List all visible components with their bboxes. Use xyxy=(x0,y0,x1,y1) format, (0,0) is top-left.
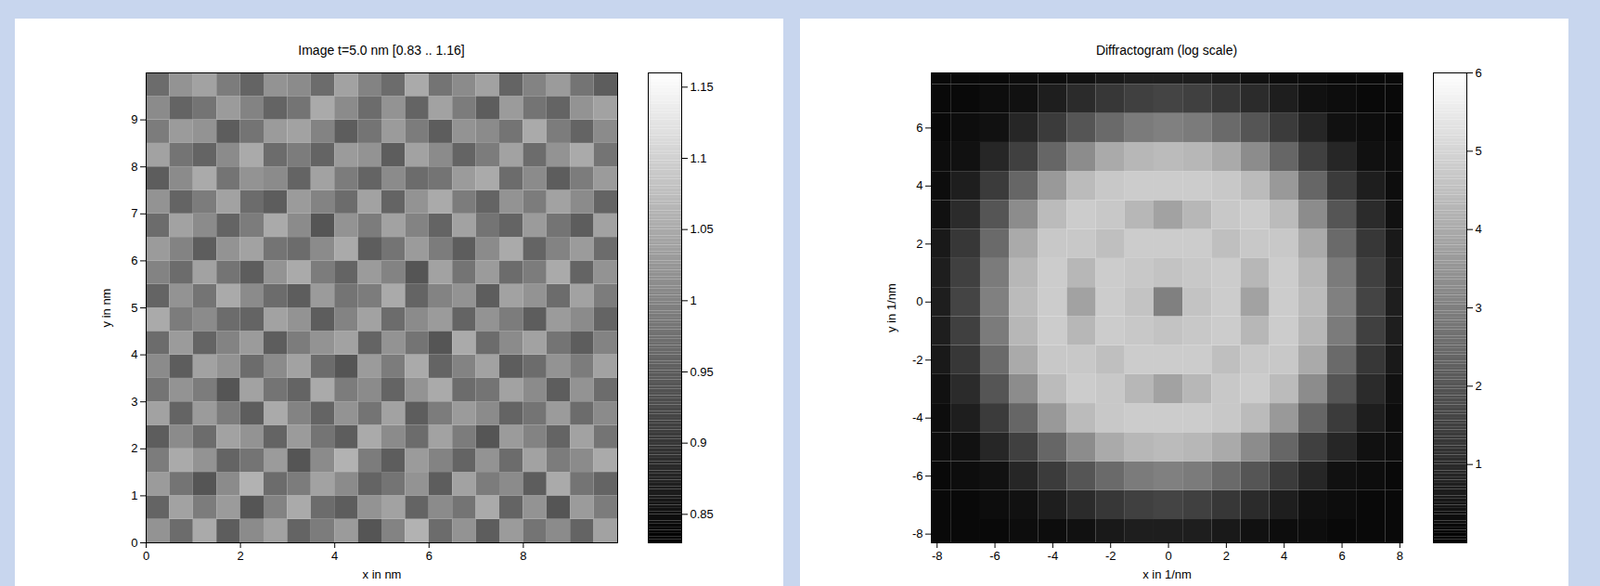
svg-text:1: 1 xyxy=(690,293,697,308)
svg-text:2: 2 xyxy=(130,440,138,455)
svg-text:8: 8 xyxy=(130,159,138,174)
svg-text:1: 1 xyxy=(1475,456,1483,471)
svg-text:-8: -8 xyxy=(931,548,943,563)
svg-text:y in 1/nm: y in 1/nm xyxy=(884,283,899,333)
svg-text:0: 0 xyxy=(142,548,150,563)
svg-text:-2: -2 xyxy=(1105,548,1117,563)
svg-text:5: 5 xyxy=(1475,143,1483,158)
svg-text:9: 9 xyxy=(130,112,138,127)
svg-text:0: 0 xyxy=(916,294,923,309)
svg-text:-4: -4 xyxy=(912,410,924,425)
svg-text:3: 3 xyxy=(130,394,138,409)
svg-text:4: 4 xyxy=(916,178,923,193)
svg-text:5: 5 xyxy=(130,300,138,315)
svg-text:8: 8 xyxy=(1396,548,1404,563)
svg-text:0.85: 0.85 xyxy=(690,506,714,521)
svg-text:-6: -6 xyxy=(989,548,1001,563)
svg-text:1.1: 1.1 xyxy=(690,151,708,166)
svg-text:4: 4 xyxy=(130,347,138,362)
svg-text:4: 4 xyxy=(1475,221,1483,236)
svg-text:-8: -8 xyxy=(912,526,924,541)
svg-text:3: 3 xyxy=(1475,300,1483,315)
svg-text:2: 2 xyxy=(916,236,923,251)
svg-text:x in 1/nm: x in 1/nm xyxy=(1142,567,1192,581)
svg-text:7: 7 xyxy=(130,206,138,220)
svg-text:2: 2 xyxy=(1223,548,1230,563)
svg-text:-6: -6 xyxy=(912,468,924,483)
svg-text:0: 0 xyxy=(130,535,138,550)
html-text:Diffractogram (log scale): Diffractogram (log scale) xyxy=(1095,42,1238,58)
svg-text:6: 6 xyxy=(1338,548,1345,563)
svg-text:4: 4 xyxy=(1280,548,1288,563)
svg-text:-4: -4 xyxy=(1047,548,1059,563)
svg-text:4: 4 xyxy=(331,548,338,563)
html-text:Image t=5.0 nm [0.83 .. 1.16]: Image t=5.0 nm [0.83 .. 1.16] xyxy=(298,42,465,58)
svg-text:6: 6 xyxy=(425,548,433,563)
svg-text:0.9: 0.9 xyxy=(690,435,708,450)
svg-text:0.95: 0.95 xyxy=(690,364,714,379)
svg-text:1.05: 1.05 xyxy=(690,221,714,236)
svg-text:0: 0 xyxy=(1164,548,1172,563)
svg-text:8: 8 xyxy=(519,548,527,563)
svg-text:6: 6 xyxy=(1475,65,1483,80)
svg-text:6: 6 xyxy=(130,253,138,268)
svg-text:2: 2 xyxy=(236,548,244,563)
svg-text:x in nm: x in nm xyxy=(362,567,402,581)
svg-text:1: 1 xyxy=(130,488,138,503)
svg-text:-2: -2 xyxy=(912,352,924,367)
svg-text:y in nm: y in nm xyxy=(99,288,114,328)
svg-text:6: 6 xyxy=(916,120,923,135)
svg-text:1.15: 1.15 xyxy=(690,79,714,94)
svg-text:2: 2 xyxy=(1475,378,1483,393)
